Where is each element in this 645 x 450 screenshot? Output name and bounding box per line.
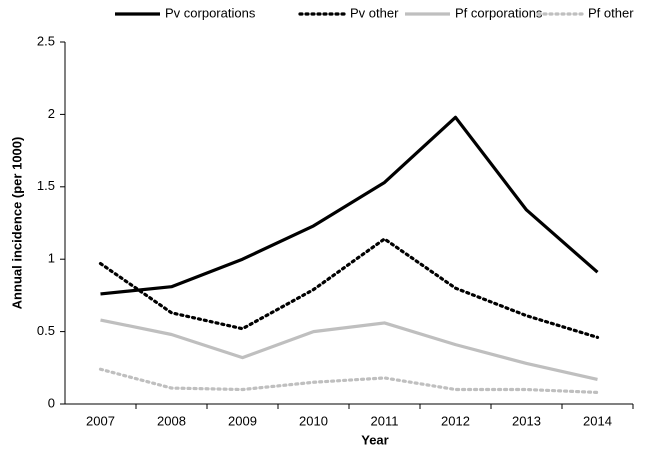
x-tick-label: 2007 bbox=[86, 413, 115, 428]
legend-label: Pf other bbox=[588, 5, 634, 20]
y-tick-label: 2.5 bbox=[37, 33, 55, 48]
series-line bbox=[100, 318, 598, 381]
series-line bbox=[98, 367, 600, 395]
x-tick-label: 2012 bbox=[441, 413, 470, 428]
series-line bbox=[100, 115, 599, 296]
x-tick-label: 2011 bbox=[371, 413, 399, 428]
y-axis-label: Annual incidence (per 1000) bbox=[9, 137, 24, 310]
x-tick-label: 2010 bbox=[299, 413, 328, 428]
x-tick-label: 2014 bbox=[583, 413, 612, 428]
series-line bbox=[98, 237, 600, 339]
y-tick-label: 1.5 bbox=[37, 178, 55, 193]
y-tick-label: 1 bbox=[48, 251, 55, 266]
y-tick-label: 0.5 bbox=[37, 323, 55, 338]
y-tick-label: 0 bbox=[48, 395, 55, 410]
x-tick-label: 2013 bbox=[512, 413, 541, 428]
y-tick-label: 2 bbox=[48, 106, 55, 121]
x-axis-label: Year bbox=[361, 432, 388, 447]
legend-label: Pf corporations bbox=[455, 5, 543, 20]
x-tick-label: 2008 bbox=[157, 413, 186, 428]
legend-label: Pv corporations bbox=[165, 5, 256, 20]
x-tick-label: 2009 bbox=[228, 413, 257, 428]
legend-label: Pv other bbox=[350, 5, 399, 20]
